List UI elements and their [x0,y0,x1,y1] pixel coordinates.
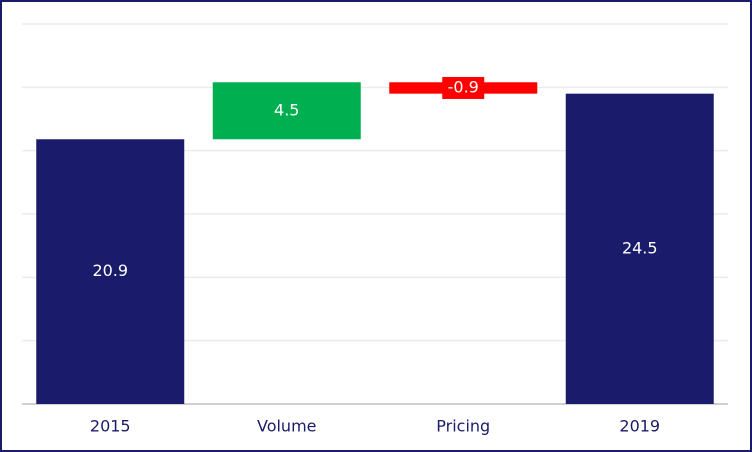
value-label: -0.9 [448,77,479,96]
value-label-box [442,76,485,99]
x-tick-label: Volume [257,417,317,436]
x-tick-label: 2015 [90,417,131,436]
x-tick-label: 2019 [619,417,660,436]
value-label: 20.9 [92,261,128,280]
value-label: 4.5 [274,100,299,119]
value-label: 24.5 [622,238,658,257]
bar [212,82,361,140]
bar [36,139,185,404]
x-tick-label: Pricing [436,417,490,436]
bar [565,93,714,405]
